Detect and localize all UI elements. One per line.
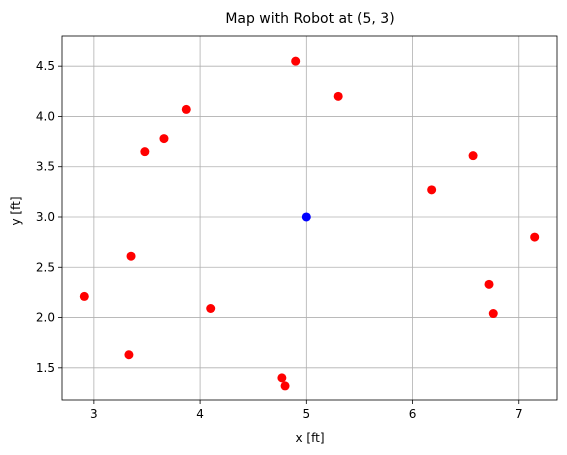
point xyxy=(488,309,498,319)
point xyxy=(280,381,290,391)
point xyxy=(206,303,216,313)
point xyxy=(159,134,169,144)
point xyxy=(124,350,134,360)
y-axis-label: y [ft] xyxy=(9,197,23,226)
x-tick-label: 7 xyxy=(515,407,523,421)
point xyxy=(277,373,287,383)
y-tick-label: 3.5 xyxy=(36,160,55,174)
point xyxy=(126,251,136,261)
y-tick-label: 2.5 xyxy=(36,260,55,274)
point xyxy=(333,91,343,101)
y-tick-label: 3.0 xyxy=(36,210,55,224)
point xyxy=(301,212,311,222)
x-tick-label: 4 xyxy=(196,407,204,421)
plot-frame xyxy=(61,35,558,401)
chart-title: Map with Robot at (5, 3) xyxy=(225,11,394,27)
point xyxy=(181,104,191,114)
point xyxy=(530,232,540,242)
y-tick-label: 4.0 xyxy=(36,109,55,123)
y-tick-label: 4.5 xyxy=(36,59,55,73)
x-tick-label: 6 xyxy=(409,407,417,421)
y-tick-label: 2.0 xyxy=(36,311,55,325)
x-tick-label: 3 xyxy=(90,407,98,421)
point xyxy=(291,56,301,66)
x-axis-label: x [ft] xyxy=(296,431,325,445)
point xyxy=(468,151,478,161)
point xyxy=(427,185,437,195)
point xyxy=(140,147,150,157)
y-tick-label: 1.5 xyxy=(36,361,55,375)
x-tick-label: 5 xyxy=(302,407,310,421)
point xyxy=(484,279,494,289)
point xyxy=(79,291,89,301)
